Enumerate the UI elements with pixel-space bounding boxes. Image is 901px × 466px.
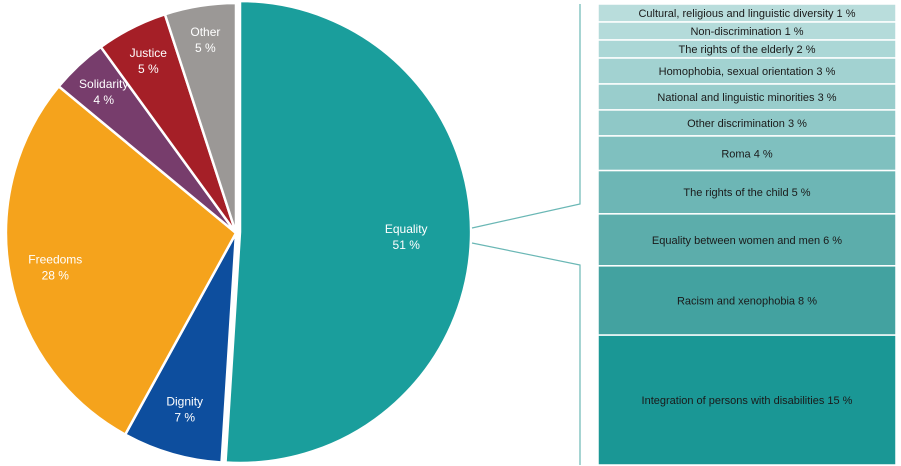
pie-slice-dignity (123, 232, 238, 464)
pie-value-equality: 51 % (393, 238, 421, 252)
pie-slice-other (163, 1, 238, 234)
bar-label-racism-and-xenophobia: Racism and xenophobia 8 % (677, 296, 817, 308)
bar-label-roma: Roma 4 % (721, 148, 773, 160)
pie-value-solidarity: 4 % (93, 93, 114, 107)
pie-label-dignity: Dignity (166, 395, 203, 409)
pie-label-justice: Justice (130, 46, 168, 60)
bar-label-the-rights-of-the-elderly: The rights of the elderly 2 % (679, 44, 816, 56)
bar-segment-other-discrimination (597, 109, 897, 137)
pie-value-dignity: 7 % (174, 411, 195, 425)
pie-value-justice: 5 % (138, 62, 159, 76)
pie-to-bar-connectors (471, 4, 581, 465)
pie-chart: Equality 51 % Dignity 7 % Freedoms 28 % Solida… (4, 0, 473, 465)
connector-lower (471, 242, 581, 465)
bar-segment-racism-and-xenophobia (597, 265, 897, 336)
pie-label-freedoms: Freedoms (28, 253, 82, 267)
bar-label-homophobia-sexual-orientation: Homophobia, sexual orientation 3 % (659, 66, 836, 78)
bar-segment-homophobia-sexual-orientation (597, 57, 897, 85)
bar-label-integration-of-persons-with-disabilities: Integration of persons with disabilities… (642, 395, 853, 407)
bar-label-national-and-linguistic-minorities: National and linguistic minorities 3 % (657, 92, 836, 104)
pie-label-other: Other (190, 25, 220, 39)
pie-value-other: 5 % (195, 41, 216, 55)
bar-segment-roma (597, 135, 897, 172)
bar-segment-the-rights-of-the-child (597, 169, 897, 215)
bar-label-other-discrimination: Other discrimination 3 % (687, 118, 807, 130)
pie-label-solidarity: Solidarity (79, 77, 128, 91)
equality-breakdown-bar: Cultural, religious and linguistic diver… (597, 3, 897, 466)
connector-upper (471, 4, 581, 229)
bar-segment-equality-between-women-and-men (597, 213, 897, 267)
bar-label-equality-between-women-and-men: Equality between women and men 6 % (652, 235, 842, 247)
pie-value-freedoms: 28 % (42, 269, 70, 283)
bar-label-non-discrimination: Non-discrimination 1 % (690, 26, 803, 38)
bar-label-the-rights-of-the-child: The rights of the child 5 % (683, 187, 810, 199)
pie-slice-freedoms (4, 84, 238, 437)
bar-segment-national-and-linguistic-minorities (597, 83, 897, 111)
bar-label-cultural-religious-and-linguistic-diversity: Cultural, religious and linguistic diver… (638, 8, 855, 20)
pie-label-equality: Equality (385, 222, 428, 236)
pie-slice-equality (224, 0, 473, 465)
bar-segment-integration-of-persons-with-disabilities (597, 334, 897, 466)
